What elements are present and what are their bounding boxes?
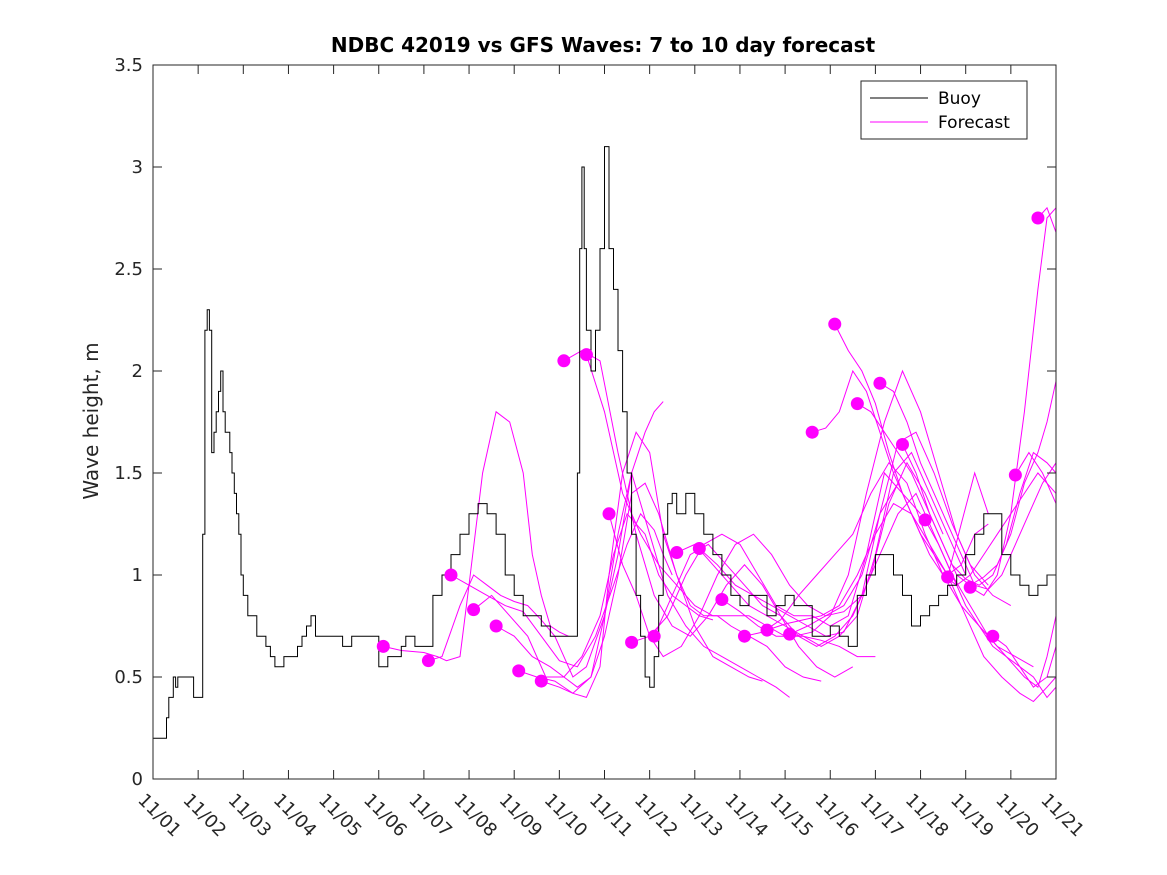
forecast-start-marker xyxy=(557,354,571,368)
forecast-line xyxy=(902,381,1057,586)
forecast-start-marker xyxy=(941,570,955,584)
legend-buoy-label: Buoy xyxy=(938,89,981,109)
forecast-start-marker xyxy=(850,397,864,411)
forecast-start-marker xyxy=(895,437,909,451)
forecast-start-marker xyxy=(873,376,887,390)
y-tick-label: 2.5 xyxy=(114,259,143,280)
y-axis-label: Wave height, m xyxy=(79,342,103,499)
forecast-line xyxy=(857,403,1057,586)
y-tick-label: 3 xyxy=(132,157,143,178)
chart-title: NDBC 42019 vs GFS Waves: 7 to 10 day for… xyxy=(331,33,876,57)
forecast-start-marker xyxy=(512,664,526,678)
plot-markers xyxy=(376,211,1045,688)
forecast-line xyxy=(969,207,1057,597)
plot-lines xyxy=(153,146,1057,739)
forecast-line xyxy=(585,354,876,658)
forecast-line xyxy=(450,512,673,668)
forecast-line xyxy=(473,512,714,678)
legend-forecast-label: Forecast xyxy=(938,113,1010,133)
y-tick-label: 1 xyxy=(132,565,143,586)
forecast-start-marker xyxy=(828,317,842,331)
y-tick-label: 1.5 xyxy=(114,463,143,484)
forecast-line xyxy=(812,369,989,576)
y-tick-label: 3.5 xyxy=(114,55,143,76)
forecast-start-marker xyxy=(1031,211,1045,225)
legend: Buoy Forecast xyxy=(860,80,1028,140)
forecast-start-marker xyxy=(534,674,548,688)
forecast-start-marker xyxy=(467,603,481,617)
forecast-line xyxy=(879,382,1057,590)
forecast-start-marker xyxy=(376,639,390,653)
y-tick-label: 0 xyxy=(132,769,143,790)
forecast-start-marker xyxy=(760,623,774,637)
forecast-start-marker xyxy=(602,507,616,521)
y-tick-label: 0.5 xyxy=(114,667,143,688)
forecast-line xyxy=(608,482,899,658)
forecast-line xyxy=(563,350,854,678)
forecast-line xyxy=(383,410,569,662)
forecast-line xyxy=(495,482,763,688)
forecast-line xyxy=(518,471,790,698)
y-tick-label: 2 xyxy=(132,361,143,382)
forecast-start-marker xyxy=(647,629,661,643)
forecast-start-marker xyxy=(692,541,706,555)
forecast-line xyxy=(992,635,1057,688)
forecast-line xyxy=(766,502,1057,703)
forecast-line xyxy=(947,471,989,578)
forecast-line xyxy=(744,461,1034,668)
forecast-start-marker xyxy=(670,546,684,560)
forecast-start-marker xyxy=(444,568,458,582)
forecast-start-marker xyxy=(986,629,1000,643)
forecast-start-marker xyxy=(963,580,977,594)
forecast-start-marker xyxy=(489,619,503,633)
forecast-line xyxy=(698,431,989,637)
y-axis: 0 0.5 1 1.5 2 2.5 3 3.5 xyxy=(114,55,1056,790)
forecast-start-marker xyxy=(783,627,797,641)
forecast-start-marker xyxy=(715,592,729,606)
forecast-start-marker xyxy=(579,348,593,362)
forecast-start-marker xyxy=(805,425,819,439)
buoy-line xyxy=(153,146,1057,739)
forecast-start-marker xyxy=(625,635,639,649)
forecast-line xyxy=(541,431,822,699)
forecast-start-marker xyxy=(1008,468,1022,482)
forecast-start-marker xyxy=(421,654,435,668)
forecast-start-marker xyxy=(918,513,932,527)
forecast-line xyxy=(1014,451,1057,504)
forecast-line xyxy=(676,451,967,647)
legend-box xyxy=(860,80,1028,140)
forecast-start-marker xyxy=(737,629,751,643)
